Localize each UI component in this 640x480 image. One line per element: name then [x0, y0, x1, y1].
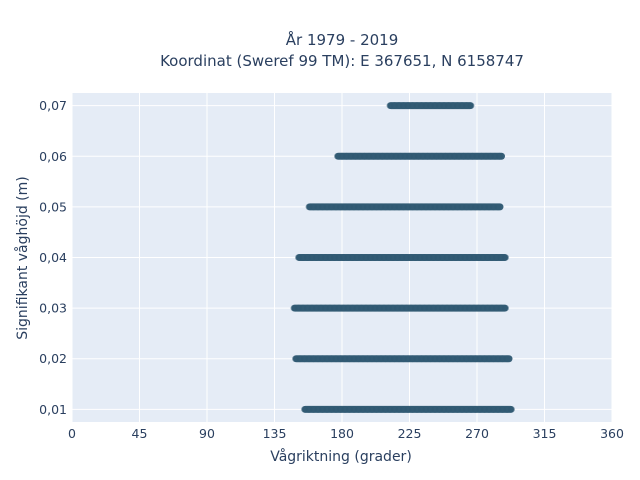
point-band [295, 254, 509, 261]
x-tick-label: 0 [68, 426, 76, 441]
data-point [467, 102, 475, 110]
y-tick-label: 0,02 [39, 351, 67, 366]
data-point [496, 152, 503, 160]
point-band [305, 203, 504, 211]
x-tick-label: 315 [533, 426, 557, 441]
y-tick-label: 0,04 [39, 250, 67, 265]
x-axis-label: Vågriktning (grader) [270, 448, 412, 465]
data-point [508, 405, 515, 413]
data-point [502, 254, 509, 261]
chart-title-line2: Koordinat (Sweref 99 TM): E 367651, N 61… [160, 52, 524, 70]
scatter-points [290, 102, 515, 413]
y-tick-label: 0,06 [39, 149, 67, 164]
x-tick-labels: 0 45 90 135 180 225 270 315 360 [68, 426, 624, 441]
y-tick-label: 0,03 [39, 301, 67, 316]
y-tick-label: 0,07 [39, 98, 67, 113]
x-tick-label: 180 [330, 426, 354, 441]
y-tick-labels: 0,01 0,02 0,03 0,04 0,05 0,06 0,07 [39, 98, 67, 417]
data-point [502, 304, 509, 312]
point-band [386, 102, 475, 110]
x-tick-label: 270 [465, 426, 489, 441]
y-tick-label: 0,05 [39, 199, 67, 214]
chart-title-line1: År 1979 - 2019 [286, 30, 399, 49]
point-band [334, 152, 505, 160]
x-tick-label: 135 [263, 426, 287, 441]
data-point [494, 203, 502, 211]
point-band [292, 355, 513, 363]
data-point [503, 355, 511, 363]
x-tick-label: 225 [398, 426, 422, 441]
x-tick-label: 45 [132, 426, 148, 441]
x-tick-label: 360 [600, 426, 624, 441]
x-tick-label: 90 [199, 426, 215, 441]
y-tick-label: 0,01 [39, 402, 67, 417]
y-axis-label: Signifikant våghöjd (m) [14, 176, 31, 339]
point-band [290, 304, 509, 312]
point-band [301, 405, 515, 413]
